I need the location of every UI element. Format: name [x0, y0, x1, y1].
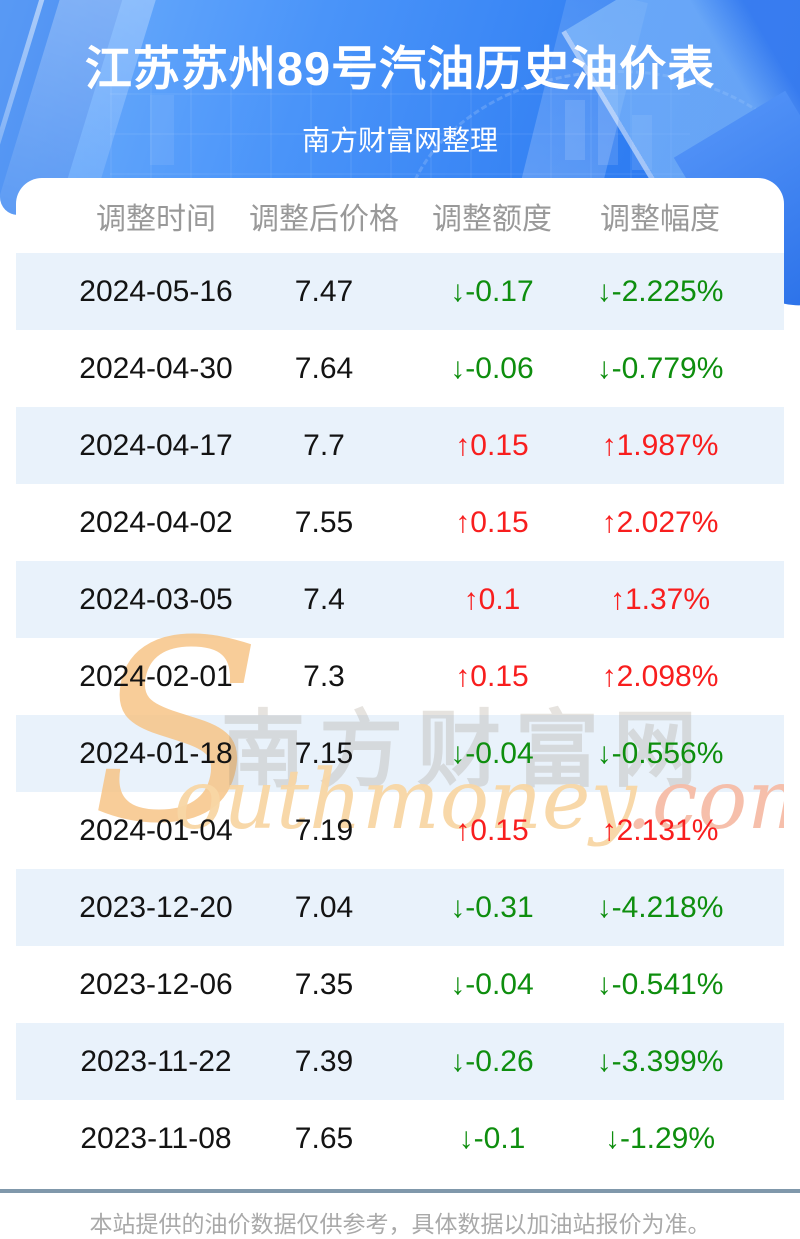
pct-cell: ↑2.027% [601, 505, 719, 539]
pct-cell: ↓-0.556% [596, 736, 724, 770]
price-cell: 7.47 [294, 274, 354, 308]
pct-cell: ↑1.37% [609, 582, 711, 616]
col-header-adjust-time: 调整时间 [96, 202, 216, 236]
page-subtitle: 南方财富网整理 [301, 125, 498, 156]
col-header-adjusted-price: 调整后价格 [249, 202, 399, 236]
date-cell: 2024-01-18 [79, 736, 233, 770]
table-row: 2024-01-04 7.19 ↑0.15 ↑2.131% [16, 792, 784, 869]
table-row: 2024-04-30 7.64 ↓-0.06 ↓-0.779% [16, 330, 784, 407]
page-title: 江苏苏州89号汽油历史油价表 [84, 42, 716, 95]
pct-cell: ↑2.098% [601, 659, 719, 693]
change-cell: ↑0.15 [455, 505, 529, 539]
date-cell: 2024-04-30 [79, 351, 233, 385]
change-cell: ↑0.1 [463, 582, 521, 616]
price-cell: 7.7 [303, 428, 345, 462]
table-row: 2024-04-17 7.7 ↑0.15 ↑1.987% [16, 407, 784, 484]
pct-cell: ↑1.987% [601, 428, 719, 462]
change-cell: ↓-0.04 [450, 736, 534, 770]
table-header-row: 调整时间 调整后价格 调整额度 调整幅度 [16, 178, 784, 253]
pct-cell: ↑2.131% [601, 813, 719, 847]
date-cell: 2024-04-02 [79, 505, 233, 539]
date-cell: 2023-11-08 [80, 1121, 232, 1155]
change-cell: ↓-0.17 [450, 274, 534, 308]
price-cell: 7.39 [294, 1044, 354, 1078]
change-cell: ↑0.15 [455, 813, 529, 847]
change-cell: ↓-0.04 [450, 967, 534, 1001]
col-header-adjust-amount: 调整额度 [432, 202, 552, 236]
table-row: 2023-11-08 7.65 ↓-0.1 ↓-1.29% [16, 1100, 784, 1177]
page-footer: 本站提供的油价数据仅供参考，具体数据以加油站报价为准。 [0, 1177, 800, 1239]
price-cell: 7.19 [294, 813, 354, 847]
candlestick-shape [565, 100, 585, 160]
price-cell: 7.35 [294, 967, 354, 1001]
pct-cell: ↓-4.218% [596, 890, 724, 924]
col-header-adjust-percent: 调整幅度 [600, 202, 720, 236]
footer-note: 本站提供的油价数据仅供参考，具体数据以加油站报价为准。 [89, 1211, 711, 1237]
table-body: 2024-05-16 7.47 ↓-0.17 ↓-2.225% 2024-04-… [16, 253, 784, 1177]
candlestick-shape [150, 95, 174, 165]
date-cell: 2023-12-06 [79, 967, 233, 1001]
date-cell: 2023-11-22 [80, 1044, 232, 1078]
table-row: 2024-02-01 7.3 ↑0.15 ↑2.098% [16, 638, 784, 715]
price-cell: 7.4 [303, 582, 345, 616]
price-table-card: 调整时间 调整后价格 调整额度 调整幅度 2024-05-16 7.47 ↓-0… [16, 178, 784, 1177]
table-row: 2023-11-22 7.39 ↓-0.26 ↓-3.399% [16, 1023, 784, 1100]
date-cell: 2024-01-04 [79, 813, 233, 847]
price-cell: 7.65 [294, 1121, 354, 1155]
change-cell: ↓-0.06 [450, 351, 534, 385]
table-row: 2024-03-05 7.4 ↑0.1 ↑1.37% [16, 561, 784, 638]
change-cell: ↑0.15 [455, 659, 529, 693]
date-cell: 2024-04-17 [79, 428, 233, 462]
price-cell: 7.55 [294, 505, 354, 539]
price-cell: 7.04 [294, 890, 354, 924]
date-cell: 2023-12-20 [79, 890, 233, 924]
table-row: 2024-05-16 7.47 ↓-0.17 ↓-2.225% [16, 253, 784, 330]
pct-cell: ↓-1.29% [604, 1121, 716, 1155]
price-cell: 7.15 [294, 736, 354, 770]
pct-cell: ↓-2.225% [596, 274, 724, 308]
price-cell: 7.64 [294, 351, 354, 385]
change-cell: ↓-0.26 [450, 1044, 534, 1078]
date-cell: 2024-03-05 [79, 582, 233, 616]
change-cell: ↑0.15 [455, 428, 529, 462]
change-cell: ↓-0.1 [458, 1121, 526, 1155]
table-row: 2024-01-18 7.15 ↓-0.04 ↓-0.556% [16, 715, 784, 792]
pct-cell: ↓-0.779% [596, 351, 724, 385]
pct-cell: ↓-0.541% [596, 967, 724, 1001]
date-cell: 2024-05-16 [79, 274, 233, 308]
pct-cell: ↓-3.399% [596, 1044, 724, 1078]
table-row: 2024-04-02 7.55 ↑0.15 ↑2.027% [16, 484, 784, 561]
footer-divider [0, 1189, 800, 1193]
table-row: 2023-12-20 7.04 ↓-0.31 ↓-4.218% [16, 869, 784, 946]
table-row: 2023-12-06 7.35 ↓-0.04 ↓-0.541% [16, 946, 784, 1023]
change-cell: ↓-0.31 [450, 890, 534, 924]
date-cell: 2024-02-01 [79, 659, 233, 693]
price-cell: 7.3 [303, 659, 345, 693]
